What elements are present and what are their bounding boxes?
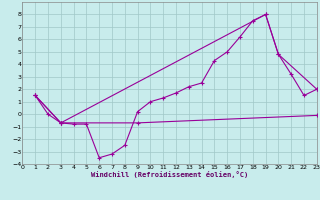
X-axis label: Windchill (Refroidissement éolien,°C): Windchill (Refroidissement éolien,°C) [91, 171, 248, 178]
